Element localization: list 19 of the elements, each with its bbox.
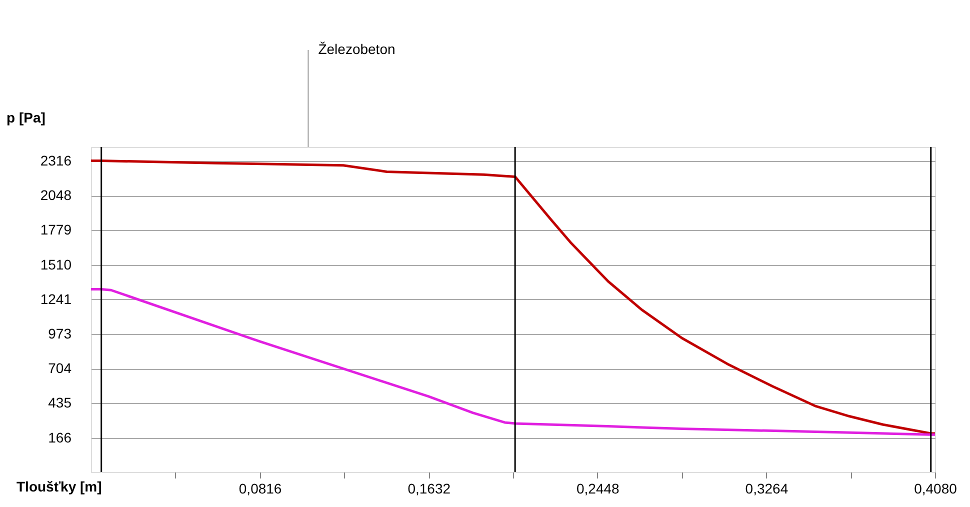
y-tick-label: 435 <box>48 394 72 411</box>
y-tick-label: 1779 <box>40 222 72 238</box>
y-tick-label: 1510 <box>40 256 72 272</box>
text: Železobeton <box>318 41 396 57</box>
line-series <box>91 160 935 435</box>
x-tick-label: 0,3264 <box>745 480 788 496</box>
x-tick-label: 0,1632 <box>408 480 451 496</box>
y-tick-label: 973 <box>48 325 72 342</box>
x-tick-label: 0,4080 <box>914 480 958 496</box>
x-tick-label: 0,0816 <box>238 480 282 496</box>
y-tick-label: 2316 <box>40 152 72 169</box>
y-tick-label: 704 <box>48 360 72 376</box>
x-axis-title: Tloušťky [m] <box>16 478 102 494</box>
y-tick-label: 166 <box>48 429 72 446</box>
x-tick-label: 0,2448 <box>576 480 620 496</box>
y-tick-label: 1241 <box>40 290 72 307</box>
y-axis-title: p [Pa] <box>6 110 46 126</box>
line-series <box>91 288 935 436</box>
y-tick-label: 2048 <box>40 187 72 204</box>
